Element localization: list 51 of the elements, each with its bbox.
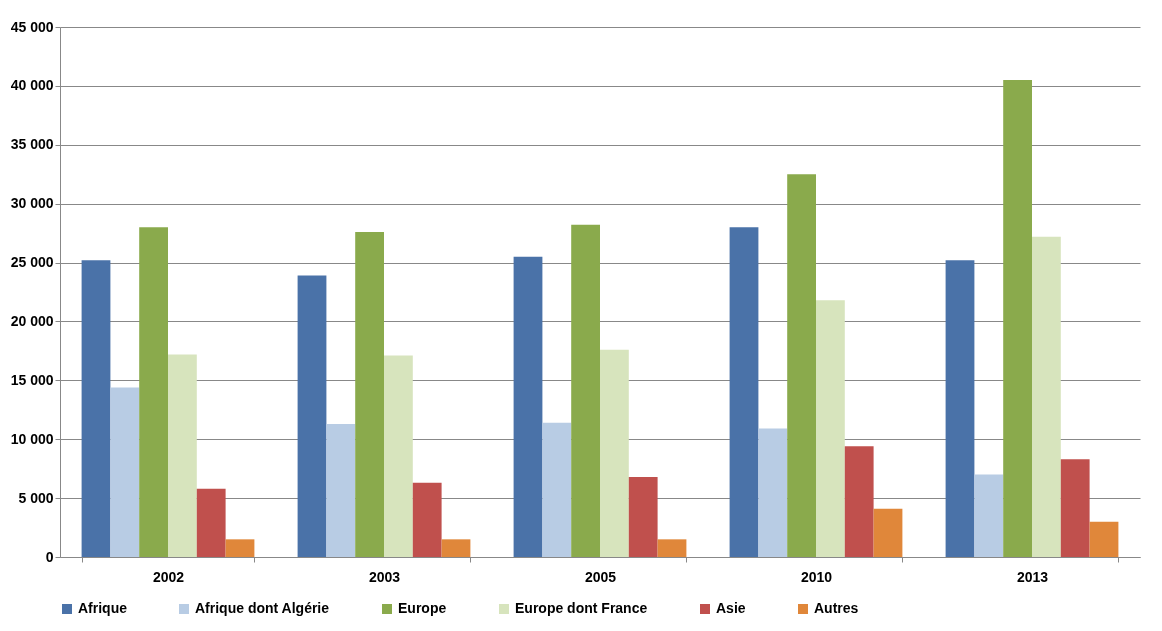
y-tick-label: 5 000 [18,489,54,506]
bar [571,224,600,557]
legend-label: Europe dont France [515,600,648,616]
bar [758,428,788,557]
x-tick-label: 2002 [152,568,185,585]
legend-label: Asie [716,600,746,616]
bar [81,260,111,557]
legend-label: Europe [398,600,447,616]
legend-label: Autres [814,600,859,616]
y-tick-label: 15 000 [10,371,54,388]
y-tick-label: 45 000 [10,18,54,35]
bar [110,387,140,557]
bar [384,355,413,557]
x-tick-label: 2010 [800,568,833,585]
y-tick-label: 20 000 [10,312,54,329]
bar [441,539,471,557]
bar [787,174,816,557]
bar [600,349,629,557]
legend-label: Afrique dont Algérie [195,600,330,616]
bar [225,539,255,557]
y-tick-label: 40 000 [10,77,54,94]
bar [873,508,903,557]
bar [816,300,845,557]
legend-label: Afrique [78,600,128,616]
x-tick-label: 2013 [1016,568,1049,585]
y-tick-label: 35 000 [10,136,54,153]
x-tick-label: 2003 [368,568,401,585]
bar [297,275,327,557]
y-tick-label: 30 000 [10,195,54,212]
bar [974,474,1004,557]
bar [657,539,687,557]
y-tick-label: 25 000 [10,254,54,271]
bar [628,476,658,557]
bar [945,260,975,557]
bar [196,488,226,557]
bar [729,227,759,557]
x-tick-label: 2005 [584,568,617,585]
bar [1060,459,1090,557]
bar [412,482,442,557]
bar [1003,80,1032,557]
y-tick-label: 0 [45,548,54,565]
bar [326,423,356,557]
bar [1032,236,1061,557]
bar [168,354,197,557]
bar [844,446,874,557]
bar [513,256,543,557]
bar [1089,521,1119,557]
bar [139,227,168,557]
y-tick-label: 10 000 [10,430,54,447]
bar [542,422,572,557]
bar [355,231,384,557]
